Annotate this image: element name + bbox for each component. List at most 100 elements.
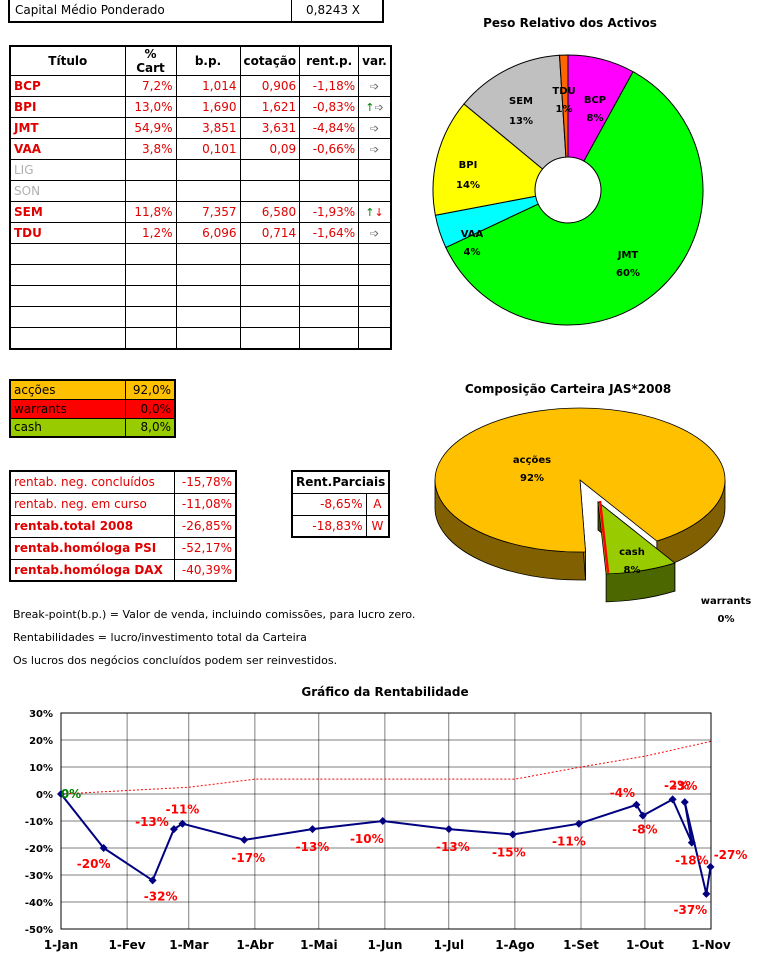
y-tick-label: -20% — [25, 844, 53, 855]
note-rentabilidades: Rentabilidades = lucro/investimento tota… — [13, 631, 307, 644]
capital-value: 0,8243 X — [306, 3, 361, 17]
data-label: -3% — [672, 779, 697, 793]
table-row: BCP 7,2% 1,014 0,906 -1,18% ➩ — [9, 75, 392, 97]
cotacao-cell: 0,714 — [239, 222, 301, 244]
bp-cell — [175, 306, 241, 328]
bp-cell: 0,101 — [175, 138, 241, 160]
data-label: -17% — [231, 851, 265, 865]
slice-jmt — [445, 71, 704, 326]
data-point — [240, 835, 249, 844]
bp-cell: 6,096 — [175, 222, 241, 244]
x-tick-label: 1-Ago — [495, 938, 534, 952]
slice-value-label: 8% — [587, 113, 604, 124]
x-tick-label: 1-Jun — [367, 938, 402, 952]
y-tick-label: -30% — [25, 871, 53, 882]
var-cell — [358, 159, 392, 181]
var-cell — [358, 243, 392, 265]
rent-cell — [299, 285, 360, 307]
arrow-up-icon: ↑ — [365, 100, 375, 114]
cart-cell — [124, 243, 177, 265]
table-row — [9, 327, 392, 349]
slice-tdu — [558, 54, 569, 158]
var-cell: ↑➩ — [358, 96, 392, 118]
table-row — [9, 306, 392, 328]
rent-cell — [299, 264, 360, 286]
slice-value-label: 14% — [456, 180, 480, 191]
titulo-cell: LIG — [9, 159, 126, 181]
data-point — [706, 862, 715, 871]
slice-label: BCP — [584, 95, 606, 106]
arrow-up-icon: ↑ — [365, 205, 375, 219]
var-cell — [358, 327, 392, 349]
capital-box: Capital Médio Ponderado 0,8243 X — [8, 0, 384, 23]
data-point — [308, 825, 317, 834]
cart-cell — [124, 159, 177, 181]
table-row: TDU 1,2% 6,096 0,714 -1,64% ➩ — [9, 222, 392, 244]
cotacao-cell: 0,906 — [239, 75, 301, 97]
rent-cell: -0,66% — [299, 138, 360, 160]
data-label: -8% — [632, 823, 657, 837]
slice-label: VAA — [461, 229, 484, 240]
titulo-cell: JMT — [9, 117, 126, 139]
rent-cell: -4,84% — [299, 117, 360, 139]
slice-label: BPI — [459, 160, 478, 171]
parciais-header: Rent.Parciais — [291, 470, 390, 494]
rentab-label: rentab. neg. concluídos — [9, 470, 175, 494]
var-cell: ➩ — [358, 222, 392, 244]
column-header: rent.p. — [299, 45, 360, 76]
allocation-label: cash — [9, 417, 126, 438]
titulos-table: Título% Cart b.p. cotação rent.p. var. BCP 7,… — [9, 45, 392, 350]
allocation-value: 92,0% — [124, 379, 176, 400]
cart-cell: 3,8% — [124, 138, 177, 160]
rentab-table: rentab. neg. concluídos -15,78% rentab. ne… — [9, 470, 237, 582]
rent-cell — [299, 180, 360, 202]
composicao-chart: Composição Carteira JAS*2008 acções 92% ca… — [434, 382, 751, 625]
data-point — [169, 825, 178, 834]
column-header: % Cart — [124, 45, 177, 76]
bp-cell — [175, 264, 241, 286]
rentab-row: rentab.homóloga PSI -52,17% — [9, 536, 237, 560]
rentab-value: -26,85% — [173, 514, 237, 538]
titulo-cell — [9, 306, 126, 328]
rentabilidade-chart: Gráfico da Rentabilidade 30% 20% 10% 0% -10%… — [25, 685, 747, 952]
data-label: -32% — [144, 889, 178, 903]
data-label: -13% — [436, 840, 470, 854]
table-header: Título% Cart b.p. cotação rent.p. var. — [9, 45, 392, 76]
slice-value-label: 60% — [616, 268, 640, 279]
slice-value-label: 4% — [464, 247, 481, 258]
allocation-label: acções — [9, 379, 126, 400]
arrow-right-icon: ➩ — [369, 121, 380, 135]
cotacao-cell — [239, 243, 301, 265]
slice-label: cash — [619, 547, 645, 558]
cart-cell — [124, 327, 177, 349]
titulo-cell — [9, 264, 126, 286]
cotacao-cell: 1,621 — [239, 96, 301, 118]
y-tick-label: 20% — [29, 736, 53, 747]
bp-cell: 7,357 — [175, 201, 241, 223]
note-breakpoint: Break-point(b.p.) = Valor de venda, incl… — [13, 608, 416, 621]
data-point — [574, 819, 583, 828]
slice-label: TDU — [552, 86, 575, 97]
data-label: -18% — [675, 854, 709, 868]
benchmark-line — [60, 740, 712, 795]
capital-label: Capital Médio Ponderado — [10, 0, 292, 21]
titulo-cell: SON — [9, 180, 126, 202]
parciais-value: -18,83% — [291, 514, 367, 538]
x-tick-label: 1-Fev — [109, 938, 146, 952]
var-cell: ➩ — [358, 117, 392, 139]
rentab-label: rentab.homóloga DAX — [9, 558, 175, 582]
column-header: var. — [358, 45, 392, 76]
y-tick-label: -50% — [25, 925, 53, 936]
x-tick-label: 1-Jan — [44, 938, 78, 952]
parciais-code: W — [365, 514, 390, 538]
x-tick-label: 1-Set — [563, 938, 599, 952]
bp-cell: 3,851 — [175, 117, 241, 139]
rent-cell: -1,93% — [299, 201, 360, 223]
rentabilidade-line — [60, 793, 712, 895]
slice-value-label: 0% — [718, 614, 735, 625]
cotacao-cell — [239, 180, 301, 202]
rent-cell — [299, 327, 360, 349]
y-tick-label: 0% — [36, 790, 53, 801]
allocation-row: warrants 0,0% — [9, 398, 176, 419]
data-point — [702, 889, 711, 898]
